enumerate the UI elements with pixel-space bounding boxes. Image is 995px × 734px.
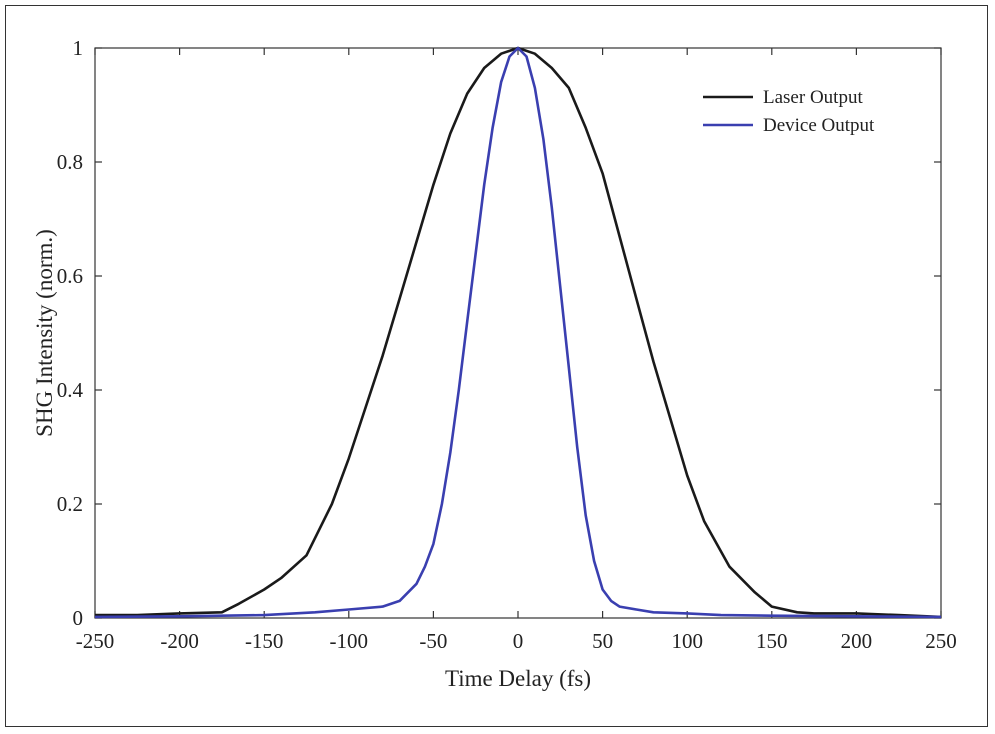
- x-tick-label: -150: [245, 629, 284, 653]
- x-tick-label: 100: [671, 629, 703, 653]
- y-tick-label: 0.8: [57, 150, 83, 174]
- x-axis-title: Time Delay (fs): [445, 666, 591, 691]
- x-tick-label: -100: [330, 629, 369, 653]
- legend-label: Laser Output: [763, 87, 863, 108]
- x-tick-label: 200: [841, 629, 873, 653]
- x-tick-label: -50: [419, 629, 447, 653]
- x-tick-label: -250: [76, 629, 115, 653]
- y-tick-label: 0: [73, 606, 84, 630]
- x-tick-label: 50: [592, 629, 613, 653]
- y-axis-title: SHG Intensity (norm.): [32, 229, 57, 437]
- x-tick-label: 250: [925, 629, 957, 653]
- y-tick-label: 0.6: [57, 264, 83, 288]
- x-tick-label: -200: [160, 629, 199, 653]
- y-tick-label: 0.2: [57, 492, 83, 516]
- legend-label: Device Output: [763, 115, 875, 136]
- y-tick-label: 0.4: [57, 378, 84, 402]
- x-tick-label: 0: [513, 629, 524, 653]
- series-line-device-output: [94, 46, 942, 619]
- x-tick-label: 150: [756, 629, 788, 653]
- figure-frame: [5, 5, 988, 727]
- y-tick-label: 1: [73, 36, 84, 60]
